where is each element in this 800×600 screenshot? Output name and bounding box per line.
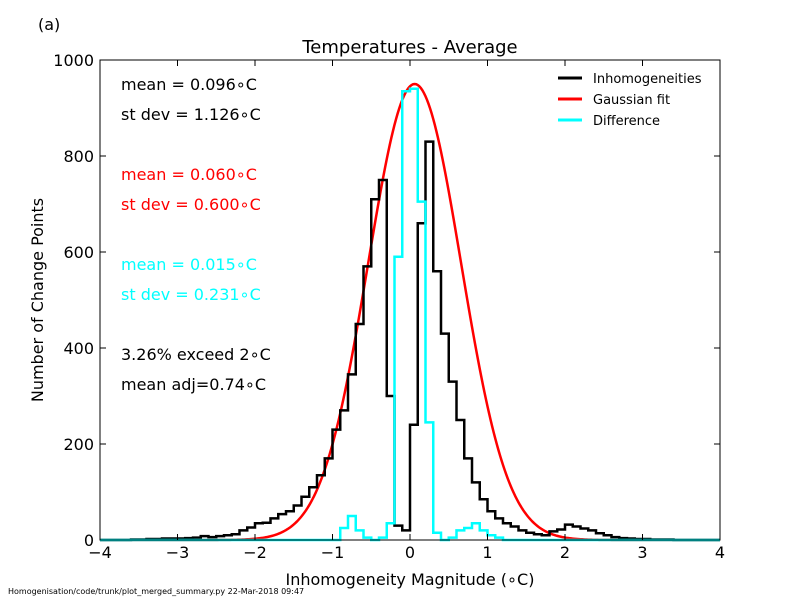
- y-axis-label: Number of Change Points: [28, 198, 47, 402]
- x-tick-label: 3: [637, 543, 647, 562]
- series-layer: [100, 82, 720, 542]
- stat-annotation: mean = 0.015∘C: [121, 255, 257, 274]
- y-tick-label: 600: [63, 243, 94, 262]
- stat-annotation: mean adj=0.74∘C: [121, 375, 266, 394]
- y-tick-label: 200: [63, 435, 94, 454]
- chart-title: Temperatures - Average: [301, 37, 517, 58]
- x-tick-label: 2: [560, 543, 570, 562]
- x-tick-label: −3: [166, 543, 190, 562]
- x-axis-label: Inhomogeneity Magnitude (∘C): [286, 570, 535, 589]
- stat-annotation: st dev = 1.126∘C: [121, 105, 261, 124]
- legend-label-inhomogeneities: Inhomogeneities: [593, 72, 702, 87]
- x-tick-label: 4: [715, 543, 725, 562]
- ticks-layer: −4 −3 −2 −1 0 1 2 3 4 0 200 400 600 800 1000: [53, 51, 725, 562]
- y-tick-label: 1000: [53, 51, 94, 70]
- x-tick-label: −1: [321, 543, 345, 562]
- stat-annotation: st dev = 0.600∘C: [121, 195, 261, 214]
- stats-annotations: mean = 0.096∘C st dev = 1.126∘C mean = 0.0…: [121, 75, 271, 394]
- plot-frame: [99, 59, 721, 541]
- panel-label: (a): [38, 15, 60, 34]
- stat-annotation: st dev = 0.231∘C: [121, 285, 261, 304]
- y-tick-label: 800: [63, 147, 94, 166]
- stat-annotation: mean = 0.060∘C: [121, 165, 257, 184]
- x-tick-label: 0: [405, 543, 415, 562]
- x-tick-label: 1: [482, 543, 492, 562]
- y-tick-label: 400: [63, 339, 94, 358]
- stat-annotation: 3.26% exceed 2∘C: [121, 345, 271, 364]
- legend: Inhomogeneities Gaussian fit Difference: [558, 72, 702, 129]
- y-tick-label: 0: [84, 531, 94, 550]
- stat-annotation: mean = 0.096∘C: [121, 75, 257, 94]
- series-line-inhomogeneities: [100, 140, 720, 542]
- x-tick-label: −2: [243, 543, 267, 562]
- x-tick-label: −4: [88, 543, 112, 562]
- footer-path: Homogenisation/code/trunk/plot_merged_su…: [8, 587, 304, 596]
- legend-label-difference: Difference: [593, 114, 660, 129]
- legend-label-gaussian-fit: Gaussian fit: [593, 93, 670, 108]
